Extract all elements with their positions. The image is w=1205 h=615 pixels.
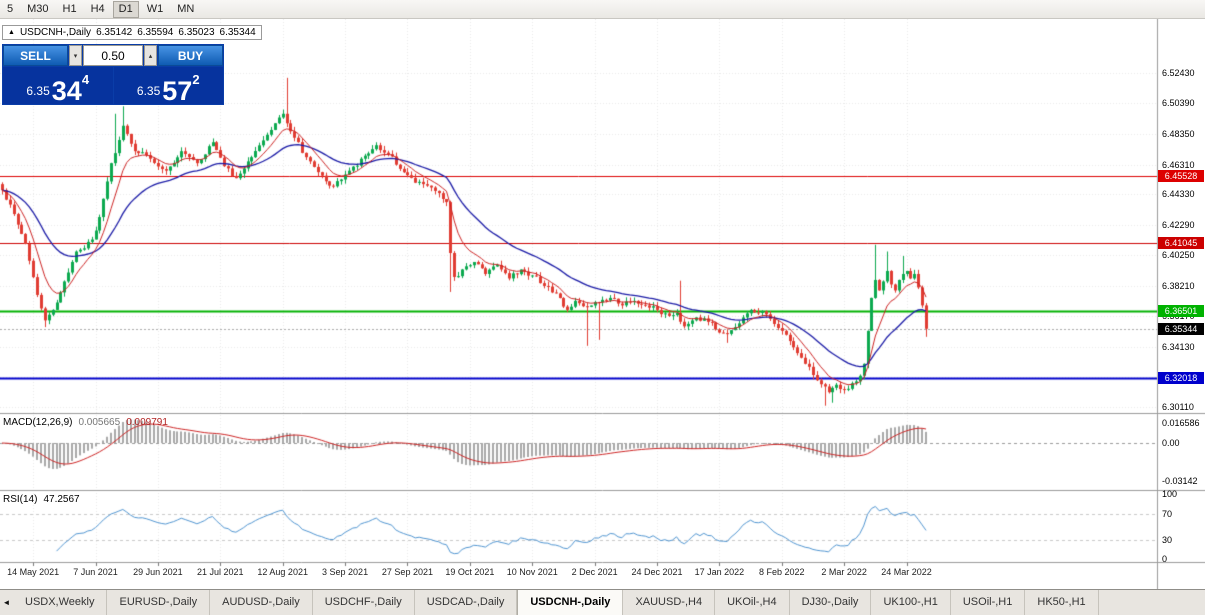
chart-tab-eurusd-daily[interactable]: EURUSD-,Daily xyxy=(107,590,211,615)
date-axis-label: 27 Sep 2021 xyxy=(381,567,433,577)
buy-price-sup: 2 xyxy=(192,72,200,87)
date-axis-label: 24 Dec 2021 xyxy=(631,567,683,577)
buy-price-big: 57 xyxy=(162,75,193,106)
date-axis-label: 21 Jul 2021 xyxy=(197,567,244,577)
date-axis-label: 12 Aug 2021 xyxy=(257,567,308,577)
price-axis-tick: 6.42290 xyxy=(1162,219,1195,230)
timeframe-button-d1[interactable]: D1 xyxy=(112,0,139,18)
timeframe-button-w1[interactable]: W1 xyxy=(141,1,170,18)
price-axis-tick: 6.48350 xyxy=(1162,128,1195,139)
macd-axis-bottom: -0.03142 xyxy=(1162,476,1198,486)
price-axis-tick: 6.50390 xyxy=(1162,98,1195,109)
date-axis-label: 2 Dec 2021 xyxy=(571,567,618,577)
macd-main-value: 0.005665 xyxy=(78,417,121,428)
spinner-down-icon: ▾ xyxy=(73,52,78,60)
chart-tab-ukoil-h4[interactable]: UKOil-,H4 xyxy=(715,590,790,615)
price-axis-tick: 6.46310 xyxy=(1162,159,1195,170)
tab-scroll-left-icon[interactable]: ◄ xyxy=(2,598,11,607)
date-axis-label: 24 Mar 2022 xyxy=(881,567,932,577)
chart-tab-usdcad-daily[interactable]: USDCAD-,Daily xyxy=(415,590,518,615)
timeframe-toolbar: 5 M30 H1 H4 D1 W1 MN xyxy=(0,0,1205,19)
date-axis-label: 14 May 2021 xyxy=(7,567,60,577)
price-axis-tick: 6.38210 xyxy=(1162,280,1195,291)
price-axis-tick: 6.30110 xyxy=(1162,402,1194,413)
date-axis-label: 17 Jan 2022 xyxy=(694,567,745,577)
chart-tab-hk50-h1[interactable]: HK50-,H1 xyxy=(1025,590,1099,615)
buy-price-display[interactable]: 6.35 57 2 xyxy=(113,67,223,106)
level-label-6-45528: 6.45528 xyxy=(1158,170,1204,183)
volume-decrease-button[interactable]: ▾ xyxy=(69,45,82,66)
timeframe-button-5[interactable]: 5 xyxy=(1,1,19,18)
timeframe-button-m30[interactable]: M30 xyxy=(21,1,54,18)
buy-price-prefix: 6.35 xyxy=(136,84,161,98)
price-axis-tick: 6.44330 xyxy=(1162,189,1195,200)
rsi-axis-100: 100 xyxy=(1162,489,1178,499)
date-axis-label: 29 Jun 2021 xyxy=(133,567,183,577)
macd-axis-zero: 0.00 xyxy=(1162,438,1180,449)
level-label-6-41045: 6.41045 xyxy=(1158,237,1204,250)
date-axis-label: 8 Feb 2022 xyxy=(759,567,805,577)
chart-tab-uk100-h1[interactable]: UK100-,H1 xyxy=(871,590,951,615)
rsi-axis-0: 0 xyxy=(1162,554,1168,564)
timeframe-button-h1[interactable]: H1 xyxy=(57,1,83,18)
sell-button[interactable]: SELL xyxy=(3,45,68,66)
collapse-panel-icon[interactable]: ▲ xyxy=(8,29,15,36)
ohlc-open: 6.35142 xyxy=(96,27,133,38)
rsi-value: 47.2567 xyxy=(43,494,80,505)
macd-axis-top: 0.016586 xyxy=(1162,418,1200,428)
chart-tab-dj30-daily[interactable]: DJ30-,Daily xyxy=(790,590,872,615)
chart-title: ▲ USDCNH-,Daily 6.35142 6.35594 6.35023 … xyxy=(2,25,262,40)
price-chart-canvas[interactable] xyxy=(0,19,1205,589)
sell-price-sup: 4 xyxy=(81,72,90,87)
chart-tab-usdchf-daily[interactable]: USDCHF-,Daily xyxy=(313,590,415,615)
chart-tab-usdx-weekly[interactable]: USDX,Weekly xyxy=(13,590,108,615)
level-label-6-32018: 6.32018 xyxy=(1158,372,1204,385)
date-axis-label: 19 Oct 2021 xyxy=(445,567,495,577)
ohlc-low: 6.35023 xyxy=(178,27,215,38)
spinner-up-icon: ▴ xyxy=(148,52,153,60)
price-axis-tick: 6.34130 xyxy=(1162,341,1195,352)
date-axis-label: 3 Sep 2021 xyxy=(322,567,369,577)
date-axis-label: 7 Jun 2021 xyxy=(73,567,118,577)
ohlc-high: 6.35594 xyxy=(137,27,174,38)
chart-tab-usoil-h1[interactable]: USOil-,H1 xyxy=(951,590,1026,615)
macd-name: MACD(12,26,9) xyxy=(3,417,73,428)
sell-price-display[interactable]: 6.35 34 4 xyxy=(3,67,113,104)
buy-button[interactable]: BUY xyxy=(158,45,223,66)
rsi-name: RSI(14) xyxy=(3,494,38,505)
chart-panel: 6.52430 6.50390 6.48350 6.46310 6.44330 6.422… xyxy=(0,19,1205,589)
macd-signal-value: 0.009791 xyxy=(126,417,168,428)
ohlc-close: 6.35344 xyxy=(219,27,256,38)
chart-tab-usdcnh-daily[interactable]: USDCNH-,Daily xyxy=(517,590,624,615)
price-axis-tick: 6.40250 xyxy=(1162,250,1195,261)
volume-increase-button[interactable]: ▴ xyxy=(144,45,157,66)
date-axis-label: 10 Nov 2021 xyxy=(506,567,558,577)
chart-tabs-bar: ◄ USDX,Weekly EURUSD-,Daily AUDUSD-,Daily U… xyxy=(0,589,1205,615)
macd-indicator-label: MACD(12,26,9) 0.005665 0.009791 xyxy=(3,417,168,428)
rsi-axis-70: 70 xyxy=(1162,508,1173,519)
current-price-label: 6.35344 xyxy=(1158,322,1204,335)
sell-price-prefix: 6.35 xyxy=(26,84,50,98)
level-label-6-36501: 6.36501 xyxy=(1158,305,1204,318)
timeframe-button-mn[interactable]: MN xyxy=(171,1,200,18)
sell-price-big: 34 xyxy=(51,75,82,106)
chart-symbol-label: USDCNH-,Daily xyxy=(19,27,92,38)
chart-tab-audusd-daily[interactable]: AUDUSD-,Daily xyxy=(210,590,313,615)
rsi-indicator-label: RSI(14) 47.2567 xyxy=(3,494,80,505)
rsi-axis-30: 30 xyxy=(1162,534,1173,545)
date-axis-label: 2 Mar 2022 xyxy=(821,567,867,577)
price-axis-tick: 6.52430 xyxy=(1162,67,1195,78)
chart-tab-xauusd-h4[interactable]: XAUUSD-,H4 xyxy=(623,590,716,615)
timeframe-button-h4[interactable]: H4 xyxy=(85,1,111,18)
volume-input[interactable] xyxy=(83,45,143,66)
